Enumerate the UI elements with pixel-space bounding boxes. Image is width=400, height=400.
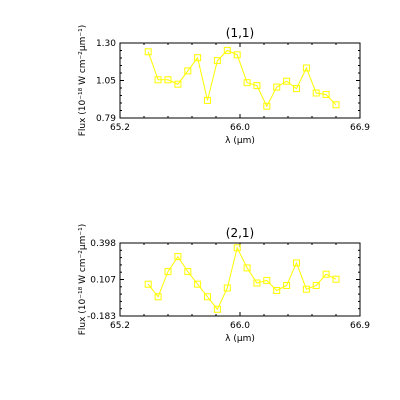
data-point-marker [164, 76, 172, 84]
data-point-marker [243, 79, 251, 87]
y-tick-label: -0.183 [87, 312, 116, 322]
data-point-marker [283, 77, 291, 85]
data-point-marker [253, 279, 261, 287]
x-tick-label: 66.9 [350, 123, 370, 133]
data-point-marker [312, 282, 320, 289]
data-point-marker [263, 102, 271, 110]
data-point-marker [144, 280, 152, 288]
data-point-marker [233, 51, 241, 59]
x-axis-label: λ (μm) [225, 136, 255, 146]
data-point-marker [213, 305, 221, 313]
data-point-marker [223, 46, 231, 54]
data-point-marker [263, 276, 271, 284]
data-point-marker [223, 284, 231, 292]
chart-panel-1: (1,1) 65.2 66.0 66.9 0.79 1.05 1.30 λ (μm) Flux … [78, 25, 370, 146]
data-point-marker [273, 83, 281, 91]
chart-panel-2: (2,1) 65.2 66.0 66.9 -0.183 0.107 0.398 λ (μm) F… [78, 224, 370, 344]
series-line [147, 246, 337, 311]
data-point-marker [322, 270, 330, 278]
x-tick-label: 65.2 [110, 123, 130, 133]
data-point-marker [204, 293, 211, 301]
data-point-marker [213, 57, 221, 65]
y-tick-label: 0.398 [90, 239, 116, 249]
chart-title: (1,1) [226, 26, 254, 40]
data-point-marker [293, 85, 300, 93]
data-point-marker [184, 268, 192, 276]
data-point-marker [154, 293, 162, 301]
data-point-marker [293, 259, 300, 267]
data-point-marker [322, 91, 330, 98]
data-point-marker [144, 48, 152, 56]
data-point-marker [184, 67, 192, 75]
chart-title: (2,1) [226, 226, 254, 240]
data-point-marker [204, 96, 211, 104]
data-point-marker [233, 244, 241, 252]
y-tick-label: 0.79 [96, 114, 116, 124]
y-tick-label: 1.30 [96, 39, 116, 49]
y-axis-label: Flux (10⁻¹⁸ W cm⁻²μm⁻¹) [78, 224, 88, 336]
x-tick-label: 66.0 [230, 321, 250, 331]
data-point-marker [302, 285, 310, 293]
x-tick-label: 66.9 [350, 321, 370, 331]
y-tick-label: 1.05 [96, 77, 116, 87]
data-point-marker [312, 89, 320, 97]
data-point-marker [243, 264, 251, 272]
data-point-marker [174, 253, 182, 261]
data-point-marker [154, 76, 162, 84]
data-point-marker [332, 101, 340, 109]
data-point-marker [194, 280, 202, 288]
x-tick-label: 66.0 [230, 123, 250, 133]
data-point-marker [302, 64, 310, 72]
x-tick-label: 65.2 [110, 321, 130, 331]
data-point-marker [273, 287, 281, 294]
data-point-marker [164, 268, 172, 276]
data-point-marker [174, 80, 182, 88]
x-axis-label: λ (μm) [225, 334, 255, 344]
data-point-marker [283, 282, 291, 289]
y-tick-label: 0.107 [90, 276, 116, 286]
y-axis-label: Flux (10⁻¹⁸ W cm⁻²μm⁻¹) [78, 25, 88, 137]
series-line [147, 49, 337, 108]
data-point-marker [194, 54, 202, 62]
data-point-marker [332, 275, 340, 283]
data-point-marker [253, 82, 261, 90]
